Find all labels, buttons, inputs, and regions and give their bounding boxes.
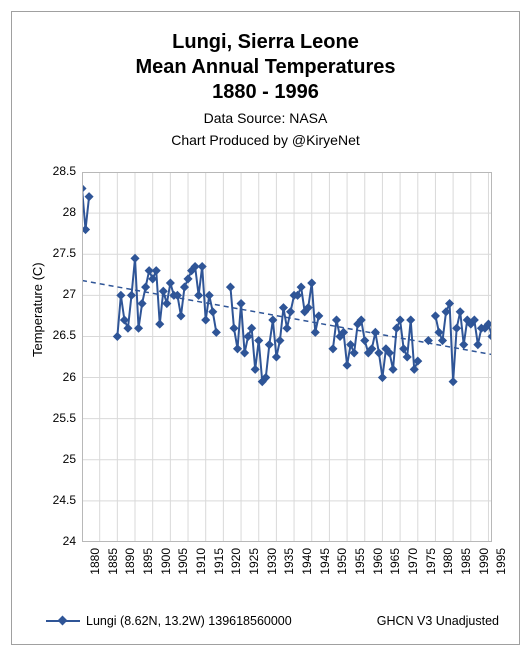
x-tick-label: 1910 (194, 548, 208, 578)
title-line-1: Lungi, Sierra Leone (12, 30, 519, 55)
x-tick-label: 1960 (371, 548, 385, 578)
y-tick-label: 26 (42, 370, 76, 384)
subtitle-line-2: Chart Produced by @KiryeNet (12, 131, 519, 149)
x-tick-label: 1975 (424, 548, 438, 578)
y-tick-label: 28.5 (42, 164, 76, 178)
y-axis-label: Temperature (C) (30, 262, 45, 357)
y-tick-label: 24 (42, 534, 76, 548)
title-line-3: 1880 - 1996 (12, 80, 519, 105)
x-tick-label: 1905 (176, 548, 190, 578)
legend: Lungi (8.62N, 13.2W) 139618560000 GHCN V… (46, 614, 499, 628)
x-tick-label: 1895 (141, 548, 155, 578)
legend-marker-icon (46, 615, 80, 627)
x-tick-label: 1995 (494, 548, 508, 578)
legend-right-label: GHCN V3 Unadjusted (377, 614, 499, 628)
y-tick-label: 27 (42, 287, 76, 301)
x-tick-label: 1945 (318, 548, 332, 578)
x-tick-label: 1980 (441, 548, 455, 578)
x-tick-label: 1955 (353, 548, 367, 578)
x-tick-label: 1900 (159, 548, 173, 578)
x-tick-label: 1890 (123, 548, 137, 578)
subtitle-line-1: Data Source: NASA (12, 109, 519, 127)
title-block: Lungi, Sierra Leone Mean Annual Temperat… (12, 30, 519, 149)
legend-series: Lungi (8.62N, 13.2W) 139618560000 (46, 614, 292, 628)
x-tick-label: 1935 (282, 548, 296, 578)
title-line-2: Mean Annual Temperatures (12, 55, 519, 80)
x-tick-label: 1970 (406, 548, 420, 578)
y-tick-label: 25.5 (42, 411, 76, 425)
y-tick-label: 25 (42, 452, 76, 466)
x-tick-label: 1965 (388, 548, 402, 578)
x-tick-label: 1915 (212, 548, 226, 578)
y-tick-label: 26.5 (42, 328, 76, 342)
x-tick-label: 1930 (265, 548, 279, 578)
x-tick-label: 1925 (247, 548, 261, 578)
y-tick-label: 24.5 (42, 493, 76, 507)
x-tick-label: 1990 (477, 548, 491, 578)
x-tick-label: 1940 (300, 548, 314, 578)
y-tick-label: 27.5 (42, 246, 76, 260)
legend-series-label: Lungi (8.62N, 13.2W) 139618560000 (86, 614, 292, 628)
plot-area (82, 172, 492, 542)
x-tick-label: 1885 (106, 548, 120, 578)
y-tick-label: 28 (42, 205, 76, 219)
x-tick-label: 1985 (459, 548, 473, 578)
x-tick-label: 1880 (88, 548, 102, 578)
x-tick-label: 1920 (229, 548, 243, 578)
x-tick-label: 1950 (335, 548, 349, 578)
chart-frame: Lungi, Sierra Leone Mean Annual Temperat… (11, 11, 520, 645)
